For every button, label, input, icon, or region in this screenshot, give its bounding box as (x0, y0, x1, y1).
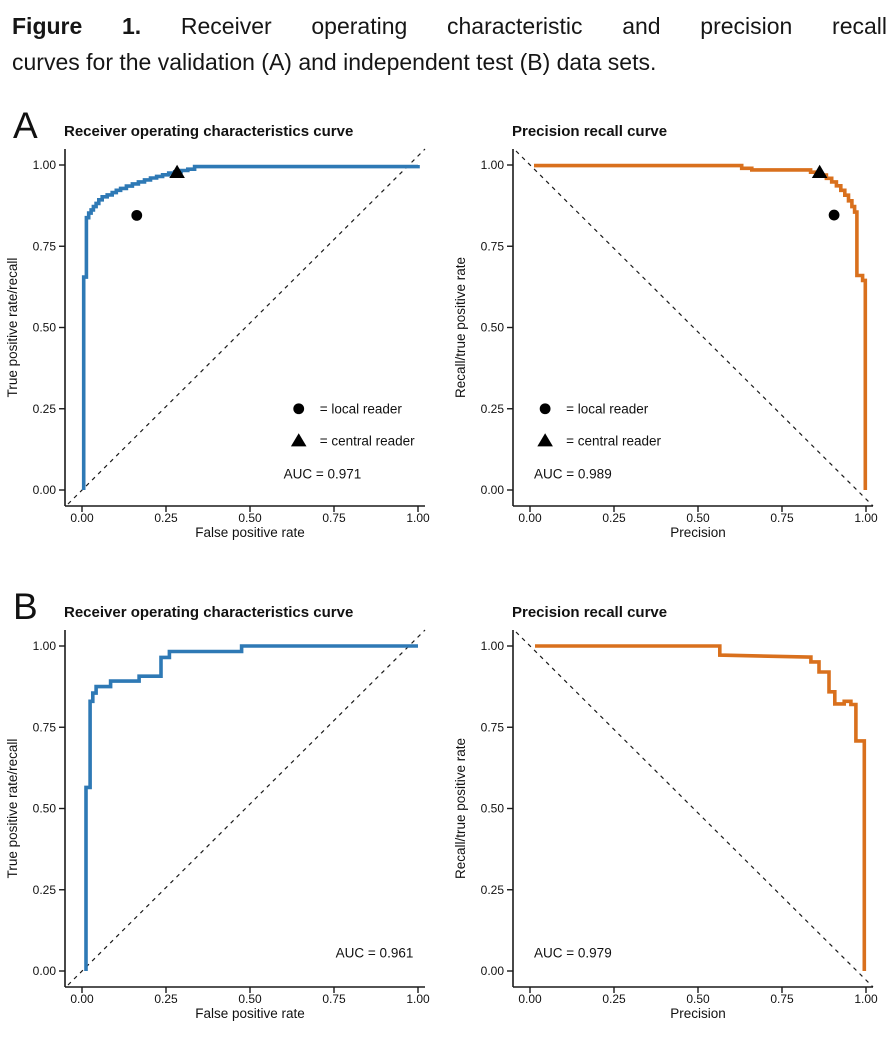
diagonal-reference-line (67, 148, 426, 505)
y-tick-label: 0.00 (481, 964, 505, 978)
x-tick-label: 0.75 (770, 992, 794, 1006)
figure-caption: Figure 1. Receiver operating characteris… (0, 0, 895, 81)
y-tick-label: 0.75 (481, 720, 505, 734)
y-axis-title: True positive rate/recall (5, 738, 20, 878)
y-tick-label: 1.00 (481, 639, 505, 653)
x-tick-label: 0.25 (154, 992, 178, 1006)
y-tick-label: 0.25 (33, 401, 57, 415)
x-tick-label: 0.25 (154, 511, 178, 525)
roc-curve (84, 643, 418, 971)
x-tick-label: 0.75 (770, 511, 794, 525)
chart-title: Precision recall curve (512, 604, 667, 621)
x-tick-label: 0.50 (238, 992, 262, 1006)
auc-label: AUC = 0.961 (336, 945, 414, 960)
y-axis-title: Recall/true positive rate (453, 257, 468, 398)
local-reader-marker (131, 209, 143, 221)
x-tick-label: 0.75 (322, 511, 346, 525)
y-tick-label: 0.75 (481, 239, 505, 253)
panel-a-pr-chart: Precision recall curve 0.00 0.00 0.25 0.25 0.… (448, 103, 895, 558)
x-axis-title: False positive rate (195, 1006, 305, 1021)
legend-item-circle: = local reader (293, 401, 402, 416)
x-tick-label: 1.00 (406, 511, 430, 525)
y-tick-label: 0.00 (33, 964, 57, 978)
x-tick-label: 0.50 (686, 992, 710, 1006)
x-axis-title: Precision (670, 1006, 726, 1021)
x-axis-title: Precision (670, 525, 726, 540)
diagonal-reference-line (67, 629, 426, 986)
panel-a-charts: Receiver operating characteristics curve… (0, 103, 895, 558)
x-tick-label: 0.00 (518, 992, 542, 1006)
circle-legend-marker (539, 403, 551, 414)
caption-text-line-1: Receiver operating characteristic and pr… (180, 13, 888, 39)
y-tick-label: 1.00 (33, 639, 57, 653)
y-tick-label: 1.00 (481, 158, 505, 172)
panel-b-roc-chart: Receiver operating characteristics curve… (0, 584, 447, 1039)
legend-item-label: = central reader (566, 433, 661, 448)
caption-text-line-2: curves for the validation (A) and indepe… (12, 49, 657, 76)
auc-label: AUC = 0.989 (534, 466, 612, 481)
central-reader-marker (169, 164, 185, 178)
triangle-legend-marker (537, 432, 553, 447)
panel-b-charts: Receiver operating characteristics curve… (0, 584, 895, 1039)
diagonal-reference-line (515, 150, 874, 507)
panel-b-roc-svg: Receiver operating characteristics curve… (5, 604, 430, 1021)
caption-line-1: Figure 1. Receiver operating characteris… (12, 8, 887, 44)
caption-figure-label: Figure 1. (12, 13, 142, 39)
x-axis-title: False positive rate (195, 525, 305, 540)
chart-title: Precision recall curve (512, 123, 667, 140)
legend-item-label: = local reader (320, 401, 403, 416)
panel-b: B Receiver operating characteristics cur… (0, 584, 895, 1039)
diagonal-reference-line (515, 631, 874, 988)
y-axis-title: True positive rate/recall (5, 257, 20, 397)
x-tick-label: 1.00 (406, 992, 430, 1006)
triangle-legend-marker (290, 432, 307, 447)
y-tick-label: 0.25 (481, 401, 505, 415)
y-tick-label: 0.25 (481, 882, 505, 896)
legend-item-circle: = local reader (539, 401, 649, 416)
legend-item-label: = local reader (566, 401, 649, 416)
circle-legend-marker (293, 403, 305, 414)
y-tick-label: 0.00 (481, 483, 505, 497)
x-tick-label: 0.00 (518, 511, 542, 525)
pr-curve (534, 163, 868, 490)
auc-label: AUC = 0.979 (534, 945, 612, 960)
x-tick-label: 0.75 (322, 992, 346, 1006)
panel-a-label: A (13, 104, 38, 146)
y-axis-title: Recall/true positive rate (453, 738, 468, 879)
x-tick-label: 0.00 (70, 511, 94, 525)
panel-b-label: B (13, 585, 38, 627)
chart-title: Receiver operating characteristics curve (64, 604, 353, 621)
y-tick-label: 1.00 (33, 158, 57, 172)
x-tick-label: 0.50 (238, 511, 262, 525)
auc-label: AUC = 0.971 (284, 466, 362, 481)
x-tick-label: 1.00 (854, 992, 878, 1006)
x-tick-label: 1.00 (854, 511, 878, 525)
panel-a-roc-svg: Receiver operating characteristics curve… (5, 123, 430, 540)
y-tick-label: 0.50 (33, 320, 57, 334)
legend-item-triangle: = central reader (290, 432, 415, 448)
x-tick-label: 0.50 (686, 511, 710, 525)
y-tick-label: 0.75 (33, 239, 57, 253)
y-tick-label: 0.50 (481, 320, 505, 334)
x-tick-label: 0.25 (602, 992, 626, 1006)
panel-b-pr-svg: Precision recall curve 0.00 0.00 0.25 0.25 0.… (453, 604, 878, 1021)
panel-a: A Receiver operating characteristics cur… (0, 103, 895, 558)
y-tick-label: 0.50 (481, 801, 505, 815)
chart-title: Receiver operating characteristics curve (64, 123, 353, 140)
legend-item-label: = central reader (320, 433, 415, 448)
y-tick-label: 0.25 (33, 882, 57, 896)
y-tick-label: 0.50 (33, 801, 57, 815)
panel-b-pr-chart: Precision recall curve 0.00 0.00 0.25 0.25 0.… (448, 584, 895, 1039)
central-reader-marker (811, 164, 828, 178)
x-tick-label: 0.25 (602, 511, 626, 525)
y-tick-label: 0.00 (33, 483, 57, 497)
y-tick-label: 0.75 (33, 720, 57, 734)
local-reader-marker (828, 209, 840, 221)
panel-a-roc-chart: Receiver operating characteristics curve… (0, 103, 447, 558)
panel-a-pr-svg: Precision recall curve 0.00 0.00 0.25 0.25 0.… (453, 123, 878, 540)
pr-curve (535, 643, 867, 971)
legend-item-triangle: = central reader (537, 432, 662, 448)
x-tick-label: 0.00 (70, 992, 94, 1006)
